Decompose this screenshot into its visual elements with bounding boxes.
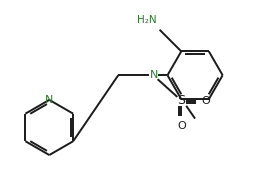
- Text: S: S: [177, 94, 185, 107]
- Text: N: N: [45, 95, 53, 105]
- Text: O: O: [202, 96, 210, 106]
- Text: H₂N: H₂N: [137, 15, 157, 25]
- Text: N: N: [150, 70, 158, 80]
- Text: O: O: [177, 121, 186, 132]
